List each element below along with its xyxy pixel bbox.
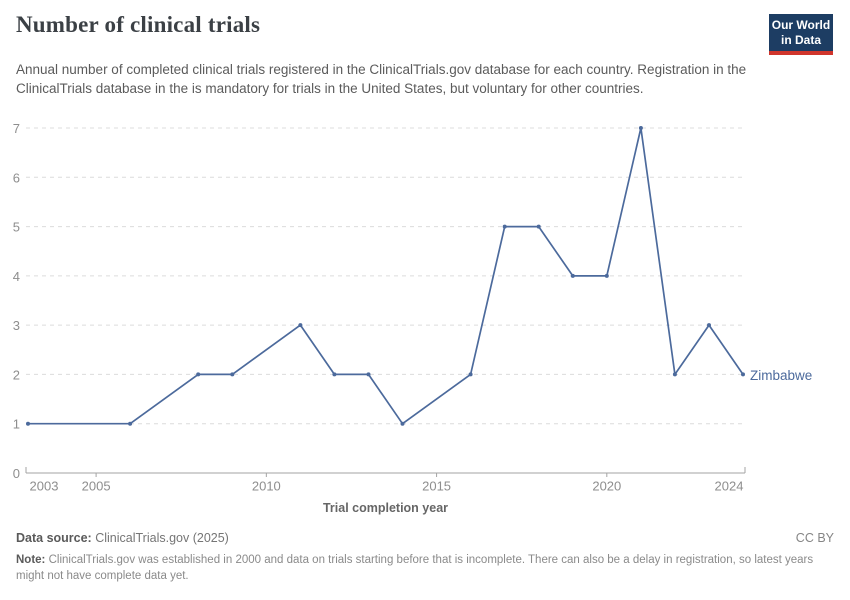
data-point[interactable] (128, 421, 133, 426)
owid-logo-line1: Our World (771, 18, 831, 32)
y-axis-tick-label: 1 (13, 417, 20, 432)
x-axis-tick-label: 2010 (252, 479, 281, 494)
data-point[interactable] (196, 372, 201, 377)
data-source: Data source: ClinicalTrials.gov (2025) (16, 531, 229, 545)
data-point[interactable] (26, 421, 30, 426)
footer-source-row: Data source: ClinicalTrials.gov (2025) C… (16, 531, 834, 545)
data-point[interactable] (298, 323, 303, 328)
y-axis-tick-label: 2 (13, 367, 20, 382)
data-point[interactable] (502, 224, 507, 229)
data-point[interactable] (672, 372, 677, 377)
x-axis-tick-label: 2024 (715, 479, 744, 494)
data-point[interactable] (604, 273, 609, 278)
x-axis-tick-label: 2015 (422, 479, 451, 494)
y-axis-tick-label: 6 (13, 170, 20, 185)
x-axis-tick-label: 2005 (82, 479, 111, 494)
x-axis-tick-label: 2003 (30, 479, 59, 494)
data-source-label: Data source: (16, 531, 92, 545)
data-point[interactable] (536, 224, 541, 229)
data-point[interactable] (570, 273, 575, 278)
y-axis-tick-label: 0 (13, 466, 20, 481)
y-axis-tick-label: 5 (13, 220, 20, 235)
page-title: Number of clinical trials (16, 12, 261, 37)
y-axis-tick-label: 4 (13, 269, 20, 284)
owid-logo-line2: in Data (780, 33, 821, 47)
note-label: Note: (16, 554, 46, 566)
data-point[interactable] (468, 372, 473, 377)
footer-note: Note: ClinicalTrials.gov was established… (16, 553, 834, 584)
data-point[interactable] (230, 372, 235, 377)
y-axis-tick-label: 3 (13, 318, 20, 333)
data-point[interactable] (638, 126, 643, 130)
data-source-link[interactable]: ClinicalTrials.gov (2025) (95, 531, 229, 545)
owid-logo[interactable]: Our World in Data (769, 14, 833, 55)
data-point[interactable] (741, 372, 745, 377)
data-point[interactable] (400, 421, 405, 426)
data-point[interactable] (707, 323, 711, 328)
data-point[interactable] (366, 372, 371, 377)
note-text: ClinicalTrials.gov was established in 20… (16, 554, 814, 582)
chart-subtitle: Annual number of completed clinical tria… (16, 62, 747, 96)
x-axis-tick-label: 2020 (592, 479, 621, 494)
license-link[interactable]: CC BY (795, 531, 834, 545)
y-axis-tick-label: 7 (13, 121, 20, 136)
x-axis-title: Trial completion year (323, 501, 448, 515)
series-label: Zimbabwe (750, 368, 812, 383)
data-point[interactable] (332, 372, 337, 377)
